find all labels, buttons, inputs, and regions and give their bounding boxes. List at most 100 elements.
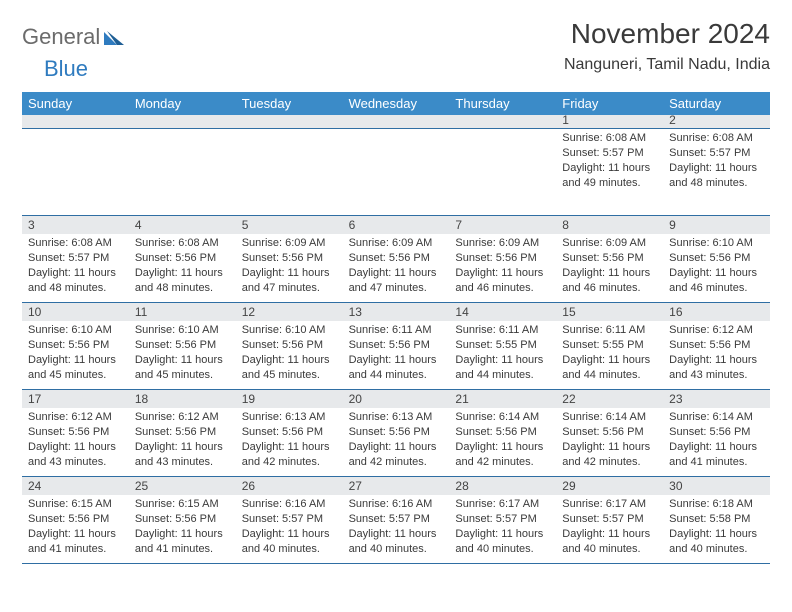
day-number: 13 [343, 303, 450, 321]
day-data: Sunrise: 6:10 AMSunset: 5:56 PMDaylight:… [663, 234, 770, 299]
calendar-cell: 16Sunrise: 6:12 AMSunset: 5:56 PMDayligh… [663, 303, 770, 389]
day-number: 26 [236, 477, 343, 495]
day-data: Sunrise: 6:10 AMSunset: 5:56 PMDaylight:… [236, 321, 343, 386]
brand-logo: General [22, 18, 126, 50]
calendar-cell: 14Sunrise: 6:11 AMSunset: 5:55 PMDayligh… [449, 303, 556, 389]
day-data: Sunrise: 6:09 AMSunset: 5:56 PMDaylight:… [236, 234, 343, 299]
calendar-cell: 12Sunrise: 6:10 AMSunset: 5:56 PMDayligh… [236, 303, 343, 389]
day-data: Sunrise: 6:10 AMSunset: 5:56 PMDaylight:… [22, 321, 129, 386]
day-number: 1 [556, 113, 663, 129]
day-number: 23 [663, 390, 770, 408]
day-data: Sunrise: 6:11 AMSunset: 5:55 PMDaylight:… [556, 321, 663, 386]
calendar-cell-empty [236, 129, 343, 215]
day-number: 8 [556, 216, 663, 234]
day-number: 7 [449, 216, 556, 234]
day-number: 16 [663, 303, 770, 321]
month-title: November 2024 [564, 18, 770, 50]
day-number: 12 [236, 303, 343, 321]
calendar-cell: 11Sunrise: 6:10 AMSunset: 5:56 PMDayligh… [129, 303, 236, 389]
calendar-cell: 30Sunrise: 6:18 AMSunset: 5:58 PMDayligh… [663, 477, 770, 563]
location-text: Nanguneri, Tamil Nadu, India [564, 56, 770, 74]
day-data: Sunrise: 6:08 AMSunset: 5:56 PMDaylight:… [129, 234, 236, 299]
day-data: Sunrise: 6:08 AMSunset: 5:57 PMDaylight:… [22, 234, 129, 299]
calendar-cell: 18Sunrise: 6:12 AMSunset: 5:56 PMDayligh… [129, 390, 236, 476]
day-number: 10 [22, 303, 129, 321]
calendar-cell: 23Sunrise: 6:14 AMSunset: 5:56 PMDayligh… [663, 390, 770, 476]
calendar-cell: 9Sunrise: 6:10 AMSunset: 5:56 PMDaylight… [663, 216, 770, 302]
calendar-page: General November 2024 Nanguneri, Tamil N… [0, 0, 792, 574]
day-number: 2 [663, 113, 770, 129]
calendar-cell: 19Sunrise: 6:13 AMSunset: 5:56 PMDayligh… [236, 390, 343, 476]
day-data: Sunrise: 6:14 AMSunset: 5:56 PMDaylight:… [449, 408, 556, 473]
day-data: Sunrise: 6:09 AMSunset: 5:56 PMDaylight:… [556, 234, 663, 299]
calendar-week: 10Sunrise: 6:10 AMSunset: 5:56 PMDayligh… [22, 303, 770, 390]
day-data: Sunrise: 6:09 AMSunset: 5:56 PMDaylight:… [343, 234, 450, 299]
weekday-header: Sunday Monday Tuesday Wednesday Thursday… [22, 92, 770, 115]
calendar-cell: 22Sunrise: 6:14 AMSunset: 5:56 PMDayligh… [556, 390, 663, 476]
calendar-cell: 25Sunrise: 6:15 AMSunset: 5:56 PMDayligh… [129, 477, 236, 563]
day-data: Sunrise: 6:17 AMSunset: 5:57 PMDaylight:… [449, 495, 556, 560]
day-number: 4 [129, 216, 236, 234]
calendar-cell-empty [449, 129, 556, 215]
calendar-cell: 15Sunrise: 6:11 AMSunset: 5:55 PMDayligh… [556, 303, 663, 389]
brand-blue: Blue [44, 56, 88, 81]
calendar-week: 24Sunrise: 6:15 AMSunset: 5:56 PMDayligh… [22, 477, 770, 564]
day-data: Sunrise: 6:15 AMSunset: 5:56 PMDaylight:… [129, 495, 236, 560]
calendar-week: 1Sunrise: 6:08 AMSunset: 5:57 PMDaylight… [22, 129, 770, 216]
calendar-cell-empty [343, 129, 450, 215]
calendar-cell: 7Sunrise: 6:09 AMSunset: 5:56 PMDaylight… [449, 216, 556, 302]
day-number: 9 [663, 216, 770, 234]
day-data: Sunrise: 6:09 AMSunset: 5:56 PMDaylight:… [449, 234, 556, 299]
day-data: Sunrise: 6:11 AMSunset: 5:55 PMDaylight:… [449, 321, 556, 386]
day-number: 30 [663, 477, 770, 495]
calendar-cell: 20Sunrise: 6:13 AMSunset: 5:56 PMDayligh… [343, 390, 450, 476]
calendar-cell: 17Sunrise: 6:12 AMSunset: 5:56 PMDayligh… [22, 390, 129, 476]
weekday-sun: Sunday [22, 92, 129, 115]
calendar-cell: 3Sunrise: 6:08 AMSunset: 5:57 PMDaylight… [22, 216, 129, 302]
day-data: Sunrise: 6:16 AMSunset: 5:57 PMDaylight:… [343, 495, 450, 560]
calendar-cell: 2Sunrise: 6:08 AMSunset: 5:57 PMDaylight… [663, 129, 770, 215]
day-data: Sunrise: 6:12 AMSunset: 5:56 PMDaylight:… [22, 408, 129, 473]
calendar-cell: 28Sunrise: 6:17 AMSunset: 5:57 PMDayligh… [449, 477, 556, 563]
weekday-tue: Tuesday [236, 92, 343, 115]
calendar-cell: 10Sunrise: 6:10 AMSunset: 5:56 PMDayligh… [22, 303, 129, 389]
day-data: Sunrise: 6:10 AMSunset: 5:56 PMDaylight:… [129, 321, 236, 386]
calendar-cell: 21Sunrise: 6:14 AMSunset: 5:56 PMDayligh… [449, 390, 556, 476]
brand-triangle-icon [104, 29, 124, 45]
calendar-cell: 8Sunrise: 6:09 AMSunset: 5:56 PMDaylight… [556, 216, 663, 302]
day-data: Sunrise: 6:18 AMSunset: 5:58 PMDaylight:… [663, 495, 770, 560]
day-number: 21 [449, 390, 556, 408]
day-number: 3 [22, 216, 129, 234]
day-data: Sunrise: 6:12 AMSunset: 5:56 PMDaylight:… [129, 408, 236, 473]
day-number: 22 [556, 390, 663, 408]
day-number: 29 [556, 477, 663, 495]
day-data: Sunrise: 6:16 AMSunset: 5:57 PMDaylight:… [236, 495, 343, 560]
day-number: 14 [449, 303, 556, 321]
day-data: Sunrise: 6:13 AMSunset: 5:56 PMDaylight:… [236, 408, 343, 473]
day-number: 11 [129, 303, 236, 321]
day-number: 6 [343, 216, 450, 234]
calendar-grid: 1Sunrise: 6:08 AMSunset: 5:57 PMDaylight… [22, 129, 770, 564]
day-number: 19 [236, 390, 343, 408]
day-number: 25 [129, 477, 236, 495]
weekday-wed: Wednesday [343, 92, 450, 115]
calendar-cell: 24Sunrise: 6:15 AMSunset: 5:56 PMDayligh… [22, 477, 129, 563]
weekday-mon: Monday [129, 92, 236, 115]
day-data: Sunrise: 6:11 AMSunset: 5:56 PMDaylight:… [343, 321, 450, 386]
day-data: Sunrise: 6:15 AMSunset: 5:56 PMDaylight:… [22, 495, 129, 560]
day-number: 20 [343, 390, 450, 408]
day-data: Sunrise: 6:13 AMSunset: 5:56 PMDaylight:… [343, 408, 450, 473]
day-data: Sunrise: 6:08 AMSunset: 5:57 PMDaylight:… [663, 129, 770, 194]
calendar-cell-empty [22, 129, 129, 215]
day-data: Sunrise: 6:08 AMSunset: 5:57 PMDaylight:… [556, 129, 663, 194]
day-number: 15 [556, 303, 663, 321]
day-data: Sunrise: 6:12 AMSunset: 5:56 PMDaylight:… [663, 321, 770, 386]
calendar-cell: 27Sunrise: 6:16 AMSunset: 5:57 PMDayligh… [343, 477, 450, 563]
calendar-cell: 1Sunrise: 6:08 AMSunset: 5:57 PMDaylight… [556, 129, 663, 215]
calendar-week: 17Sunrise: 6:12 AMSunset: 5:56 PMDayligh… [22, 390, 770, 477]
calendar-cell: 13Sunrise: 6:11 AMSunset: 5:56 PMDayligh… [343, 303, 450, 389]
day-number: 17 [22, 390, 129, 408]
brand-general: General [22, 24, 100, 50]
calendar-week: 3Sunrise: 6:08 AMSunset: 5:57 PMDaylight… [22, 216, 770, 303]
calendar-cell-empty [129, 129, 236, 215]
